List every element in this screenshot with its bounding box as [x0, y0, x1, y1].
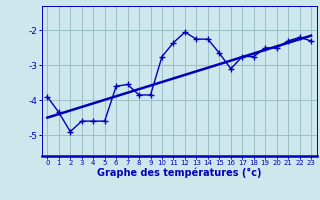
- X-axis label: Graphe des températures (°c): Graphe des températures (°c): [97, 168, 261, 178]
